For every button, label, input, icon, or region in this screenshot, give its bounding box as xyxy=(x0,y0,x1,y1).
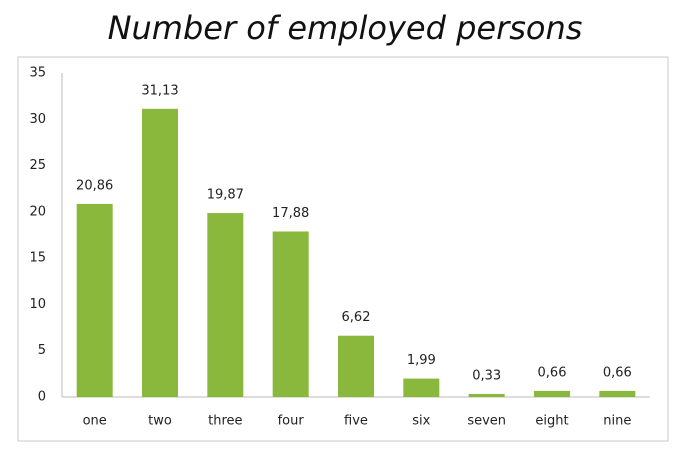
value-label: 19,87 xyxy=(207,188,244,203)
bar xyxy=(403,378,440,397)
value-label: 1,99 xyxy=(407,353,436,368)
bar xyxy=(272,231,309,397)
x-tick-label: three xyxy=(208,414,242,429)
x-tick-label: nine xyxy=(603,414,631,429)
bar xyxy=(76,203,113,397)
value-label: 20,86 xyxy=(76,178,113,193)
x-tick-label: two xyxy=(148,414,172,429)
value-label: 31,13 xyxy=(141,83,178,98)
y-tick-label: 25 xyxy=(29,158,46,173)
bar xyxy=(534,390,570,397)
y-tick-label: 0 xyxy=(38,390,46,405)
value-label: 0,66 xyxy=(603,365,632,380)
x-tick-label: eight xyxy=(535,414,568,429)
value-label: 6,62 xyxy=(342,310,371,325)
y-tick-label: 10 xyxy=(29,297,46,312)
x-tick-label: four xyxy=(278,414,305,429)
bar xyxy=(468,393,505,397)
y-tick-label: 5 xyxy=(38,343,46,358)
x-tick-label: seven xyxy=(467,414,506,429)
value-label: 0,66 xyxy=(538,365,567,380)
bar xyxy=(338,335,374,397)
value-label: 0,33 xyxy=(472,368,501,383)
y-tick-label: 30 xyxy=(29,112,46,127)
x-tick-label: one xyxy=(83,414,107,429)
chart-title: Number of employed persons xyxy=(108,9,583,47)
value-label: 17,88 xyxy=(272,206,309,221)
bar xyxy=(599,390,636,397)
y-tick-label: 20 xyxy=(29,204,46,219)
x-tick-label: six xyxy=(412,414,430,429)
y-tick-label: 35 xyxy=(29,66,46,81)
bar xyxy=(142,108,178,398)
bar xyxy=(207,213,244,397)
y-tick-label: 15 xyxy=(29,251,46,266)
x-tick-label: five xyxy=(344,414,368,429)
